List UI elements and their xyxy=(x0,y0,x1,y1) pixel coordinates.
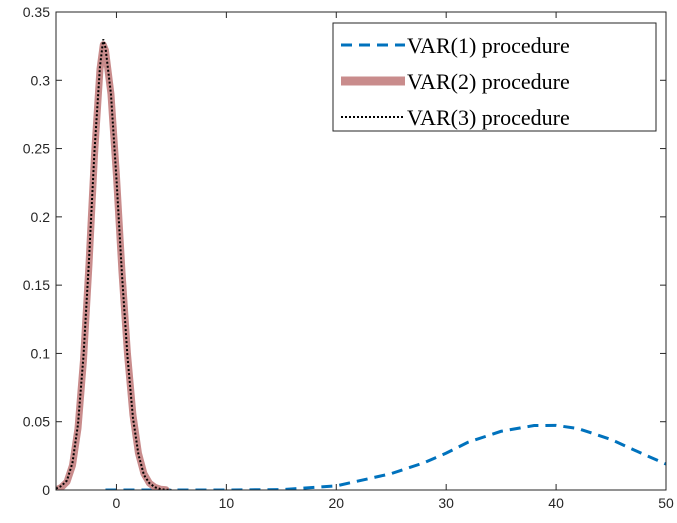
x-tick-label: 0 xyxy=(113,495,121,511)
y-tick-label: 0.2 xyxy=(31,209,51,225)
legend: VAR(1) procedure VAR(2) procedure VAR(3) p… xyxy=(332,22,657,132)
legend-label-2: VAR(2) procedure xyxy=(407,69,570,94)
axes-box xyxy=(55,11,667,491)
x-tick-label: 40 xyxy=(548,495,564,511)
x-tick-label: 10 xyxy=(219,495,235,511)
legend-label-3: VAR(3) procedure xyxy=(407,105,570,130)
y-tick-label: 0.25 xyxy=(23,141,50,157)
x-tick-label: 20 xyxy=(328,495,344,511)
ticks-layer: 0 10 20 30 40 50 0 0.05 0.1 0.15 0.2 0.25 0.3 0.35 xyxy=(23,4,674,511)
legend-label-1: VAR(1) procedure xyxy=(407,33,570,58)
y-tick-label: 0.05 xyxy=(23,414,50,430)
x-tick-label: 30 xyxy=(438,495,454,511)
series-line-3 xyxy=(56,39,172,490)
y-tick-label: 0.1 xyxy=(31,345,51,361)
y-tick-label: 0.15 xyxy=(23,277,50,293)
x-tick-label: 50 xyxy=(658,495,674,511)
y-tick-label: 0.3 xyxy=(31,72,51,88)
y-tick-label: 0.35 xyxy=(23,4,50,20)
y-tick-label: 0 xyxy=(42,482,50,498)
